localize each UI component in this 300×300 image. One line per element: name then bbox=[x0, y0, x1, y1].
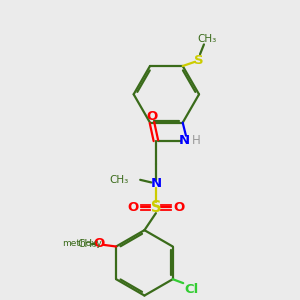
Text: N: N bbox=[179, 134, 190, 147]
Text: CH₃: CH₃ bbox=[197, 34, 216, 44]
Text: S: S bbox=[194, 54, 204, 67]
Text: O: O bbox=[94, 237, 105, 250]
Text: Cl: Cl bbox=[184, 283, 199, 296]
Text: O: O bbox=[146, 110, 158, 123]
Text: methoxy: methoxy bbox=[62, 239, 102, 248]
Text: CH₃: CH₃ bbox=[77, 238, 96, 249]
Text: S: S bbox=[151, 200, 161, 215]
Text: O: O bbox=[173, 201, 184, 214]
Text: H: H bbox=[191, 134, 200, 147]
Text: N: N bbox=[150, 177, 161, 190]
Text: CH₃: CH₃ bbox=[110, 175, 129, 185]
Text: O: O bbox=[128, 201, 139, 214]
